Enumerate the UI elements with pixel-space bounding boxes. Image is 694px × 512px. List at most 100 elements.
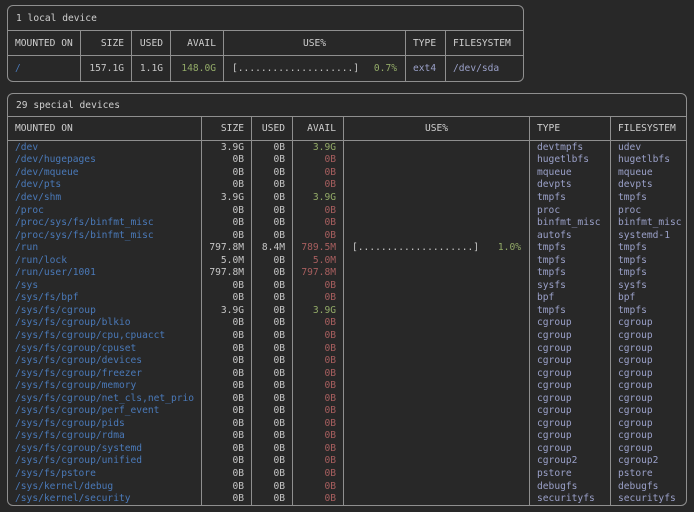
usage-bar-cell: [344, 442, 530, 455]
mount-point-cell: /sys/fs/cgroup/cpu,cpuacct: [8, 329, 202, 342]
avail-cell: 0B: [293, 366, 344, 380]
mount-point-cell: /proc: [8, 203, 202, 217]
used-cell: 0B: [252, 379, 293, 392]
size-cell: 0B: [202, 316, 252, 330]
used-cell: 1.1G: [132, 56, 171, 81]
size-cell: 5.0M: [202, 253, 252, 267]
filesystem-cell: tmpfs: [618, 191, 647, 203]
device-row: /dev/hugepages 0B 0B 0B hugetlbfs hugetl…: [8, 153, 686, 167]
used-cell: 0B: [252, 391, 293, 405]
filesystem-cell: tmpfs: [618, 254, 647, 266]
type-cell: cgroup: [530, 366, 611, 380]
used-cell: 0B: [252, 304, 293, 317]
filesystem-cell: cgroup: [618, 430, 653, 442]
used-cell: 0B: [252, 492, 293, 505]
used-cell: 0B: [252, 228, 293, 242]
device-row: /sys/fs/cgroup/freezer 0B 0B 0B cgroup c…: [8, 366, 686, 380]
used-cell: 0B: [252, 417, 293, 430]
mount-point-cell: /sys/fs/cgroup/pids: [8, 417, 202, 430]
device-row: /sys/fs/cgroup/blkio 0B 0B 0B cgroup cgr…: [8, 316, 686, 330]
usage-bar-cell: [344, 454, 530, 468]
usage-percent: 0.7%: [373, 63, 397, 74]
usage-bar-cell: [344, 153, 530, 167]
device-row: /sys/fs/cgroup/net_cls,net_prio 0B 0B 0B…: [8, 391, 686, 405]
size-cell: 0B: [202, 329, 252, 342]
mount-point-cell: /proc/sys/fs/binfmt_misc: [8, 228, 202, 242]
size-cell: 0B: [202, 291, 252, 305]
mount-point-cell: /sys/fs/cgroup/cpuset: [8, 341, 202, 355]
special-table-header-row: MOUNTED ON SIZE USED AVAIL USE% TYPE FIL…: [8, 117, 686, 141]
device-row: /sys/fs/cgroup/systemd 0B 0B 0B cgroup c…: [8, 442, 686, 455]
usage-bar-cell: [344, 366, 530, 380]
size-cell: 0B: [202, 492, 252, 505]
avail-cell: 148.0G: [171, 56, 224, 81]
mount-point-cell: /sys/fs/cgroup/blkio: [8, 316, 202, 330]
device-row: /proc/sys/fs/binfmt_misc 0B 0B 0B binfmt…: [8, 216, 686, 229]
local-table-header-row: MOUNTED ON SIZE USED AVAIL USE% TYPE FIL…: [8, 31, 523, 56]
filesystem-cell: pstore: [618, 467, 653, 479]
used-cell: 0B: [252, 454, 293, 468]
used-cell: 0B: [252, 279, 293, 292]
type-cell: mqueue: [530, 166, 611, 179]
mount-point-cell: /sys/fs/cgroup/perf_event: [8, 404, 202, 418]
avail-cell: 0B: [293, 467, 344, 480]
device-row: /sys/kernel/debug 0B 0B 0B debugfs debug…: [8, 479, 686, 493]
used-cell: 0B: [252, 354, 293, 367]
column-header-avail: AVAIL: [293, 117, 344, 140]
used-cell: 0B: [252, 291, 293, 305]
filesystem-cell: cgroup: [618, 417, 653, 429]
filesystem-cell: cgroup: [618, 367, 653, 379]
mount-point-cell: /sys/fs/cgroup/rdma: [8, 429, 202, 443]
filesystem-cell: hugetlbfs: [618, 154, 670, 166]
special-devices-table: 29 special devices MOUNTED ON SIZE USED …: [7, 93, 687, 506]
type-cell: sysfs: [530, 279, 611, 292]
usage-percent: 1.0%: [497, 242, 521, 254]
size-cell: 0B: [202, 429, 252, 443]
type-cell: cgroup: [530, 329, 611, 342]
used-cell: 0B: [252, 467, 293, 480]
mount-point-cell: /sys: [8, 279, 202, 292]
usage-bar-cell: [344, 216, 530, 229]
mount-point-cell: /sys/fs/cgroup/systemd: [8, 442, 202, 455]
usage-bar: [....................]: [232, 63, 360, 74]
mount-point-cell: /dev/pts: [8, 178, 202, 192]
device-row: /run/user/1001 797.8M 0B 797.8M tmpfs tm…: [8, 266, 686, 280]
size-cell: 0B: [202, 391, 252, 405]
type-cell: cgroup: [530, 341, 611, 355]
used-cell: 0B: [252, 266, 293, 280]
avail-cell: 0B: [293, 429, 344, 443]
usage-bar-cell: [344, 304, 530, 317]
special-table-rows: /dev 3.9G 0B 3.9G devtmpfs udev /dev/hug…: [8, 141, 686, 505]
type-cell: cgroup: [530, 316, 611, 330]
avail-cell: 0B: [293, 153, 344, 167]
avail-cell: 3.9G: [293, 191, 344, 204]
size-cell: 157.1G: [81, 56, 132, 81]
usage-bar-cell: [344, 178, 530, 192]
size-cell: 0B: [202, 479, 252, 493]
device-row: /run 797.8M 8.4M 789.5M [...............…: [8, 241, 686, 254]
filesystem-cell: cgroup: [618, 317, 653, 329]
filesystem-cell: bpf: [618, 292, 636, 304]
device-row: /dev 3.9G 0B 3.9G devtmpfs udev: [8, 141, 686, 154]
device-row: /dev/shm 3.9G 0B 3.9G tmpfs tmpfs: [8, 191, 686, 204]
device-row: /sys/fs/cgroup/rdma 0B 0B 0B cgroup cgro…: [8, 429, 686, 443]
usage-bar-cell: [344, 266, 530, 280]
usage-bar-cell: [344, 316, 530, 330]
device-row: /dev/mqueue 0B 0B 0B mqueue mqueue: [8, 166, 686, 179]
type-cell: tmpfs: [530, 253, 611, 267]
used-cell: 0B: [252, 166, 293, 179]
filesystem-cell: cgroup2: [618, 455, 659, 467]
special-table-title: 29 special devices: [16, 99, 120, 111]
used-cell: 0B: [252, 341, 293, 355]
filesystem-cell: systemd-1: [618, 229, 670, 241]
mount-point-cell: /proc/sys/fs/binfmt_misc: [8, 216, 202, 229]
type-cell: bpf: [530, 291, 611, 305]
filesystem-cell: cgroup: [618, 355, 653, 367]
avail-cell: 3.9G: [293, 304, 344, 317]
column-header-size: SIZE: [202, 117, 252, 140]
mount-point-cell: /dev/shm: [8, 191, 202, 204]
size-cell: 0B: [202, 178, 252, 192]
filesystem-cell: udev: [618, 141, 642, 153]
column-header-avail: AVAIL: [171, 31, 224, 55]
size-cell: 0B: [202, 203, 252, 217]
